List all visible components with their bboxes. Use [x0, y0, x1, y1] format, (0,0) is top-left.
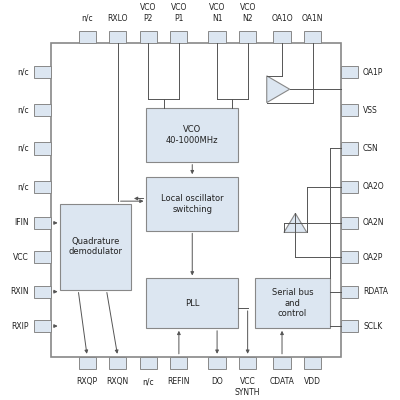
Bar: [34, 320, 51, 332]
Bar: [146, 278, 238, 328]
Bar: [34, 142, 51, 154]
Text: VCC
SYNTH: VCC SYNTH: [235, 377, 260, 397]
Bar: [34, 180, 51, 193]
Bar: [341, 286, 358, 298]
Bar: [109, 31, 126, 43]
Text: RDATA: RDATA: [363, 287, 388, 296]
Bar: [170, 357, 188, 369]
Bar: [109, 357, 126, 369]
Bar: [146, 177, 238, 230]
Text: VCO
N1: VCO N1: [209, 3, 225, 23]
Polygon shape: [267, 76, 290, 102]
Bar: [140, 31, 157, 43]
Text: n/c: n/c: [142, 377, 154, 386]
Text: n/c: n/c: [81, 14, 93, 23]
Text: RXQP: RXQP: [77, 377, 98, 386]
Bar: [341, 251, 358, 264]
Bar: [341, 320, 358, 332]
Text: REFIN: REFIN: [168, 377, 190, 386]
Text: VCC: VCC: [13, 253, 29, 262]
Text: DO: DO: [211, 377, 223, 386]
Bar: [341, 217, 358, 229]
Text: Quadrature
demodulator: Quadrature demodulator: [69, 237, 123, 256]
Text: CSN: CSN: [363, 144, 379, 153]
Text: OA1O: OA1O: [271, 14, 293, 23]
Bar: [170, 31, 188, 43]
Text: VCO
N2: VCO N2: [240, 3, 256, 23]
Text: RXIN: RXIN: [10, 287, 29, 296]
Bar: [341, 142, 358, 154]
Text: VSS: VSS: [363, 106, 378, 115]
Text: OA2P: OA2P: [363, 253, 383, 262]
Polygon shape: [284, 213, 307, 232]
Text: RXIP: RXIP: [12, 322, 29, 330]
Bar: [51, 43, 341, 357]
Text: n/c: n/c: [18, 68, 29, 76]
Text: RXQN: RXQN: [107, 377, 129, 386]
Text: VDD: VDD: [304, 377, 321, 386]
Bar: [34, 66, 51, 78]
Bar: [146, 108, 238, 162]
Bar: [34, 251, 51, 264]
Bar: [255, 278, 330, 328]
Text: VCO
P2: VCO P2: [140, 3, 156, 23]
Bar: [304, 357, 321, 369]
Text: OA2N: OA2N: [363, 218, 384, 228]
Text: n/c: n/c: [18, 182, 29, 191]
Text: VCO
40-1000MHz: VCO 40-1000MHz: [166, 125, 218, 145]
Text: CDATA: CDATA: [270, 377, 294, 386]
Text: n/c: n/c: [18, 106, 29, 115]
Text: IFIN: IFIN: [14, 218, 29, 228]
Bar: [79, 31, 96, 43]
Bar: [341, 66, 358, 78]
Bar: [140, 357, 157, 369]
Bar: [239, 357, 256, 369]
Bar: [79, 357, 96, 369]
Bar: [341, 104, 358, 116]
Text: Serial bus
and
control: Serial bus and control: [272, 288, 313, 318]
Text: Local oscillator
switching: Local oscillator switching: [161, 194, 224, 214]
Bar: [208, 357, 226, 369]
Text: VCO
P1: VCO P1: [171, 3, 187, 23]
Text: OA2O: OA2O: [363, 182, 385, 191]
Bar: [239, 31, 256, 43]
Bar: [304, 31, 321, 43]
Bar: [34, 286, 51, 298]
Text: OA1N: OA1N: [302, 14, 323, 23]
Bar: [34, 104, 51, 116]
Text: n/c: n/c: [18, 144, 29, 153]
Bar: [274, 357, 291, 369]
Bar: [34, 217, 51, 229]
Text: OA1P: OA1P: [363, 68, 383, 76]
Bar: [341, 180, 358, 193]
Bar: [208, 31, 226, 43]
Text: SCLK: SCLK: [363, 322, 382, 330]
Text: RXLO: RXLO: [108, 14, 128, 23]
Text: PLL: PLL: [185, 299, 200, 308]
Bar: [60, 204, 131, 290]
Bar: [274, 31, 291, 43]
